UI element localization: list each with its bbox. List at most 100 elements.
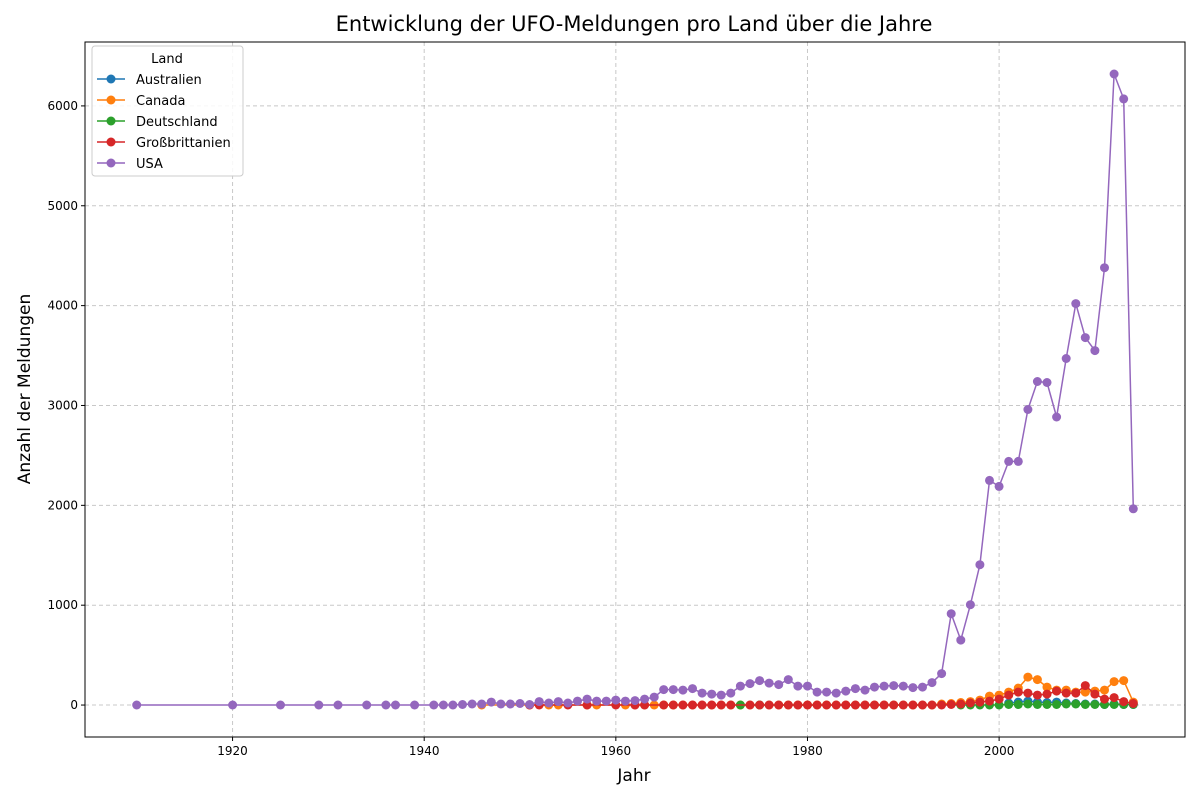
data-point-usa — [333, 700, 343, 710]
data-point-usa — [228, 700, 238, 710]
legend-box — [91, 45, 244, 177]
legend-label: USA — [136, 157, 163, 172]
data-point-gro-brittanien — [1061, 688, 1071, 698]
data-point-usa — [362, 700, 372, 710]
data-point-usa — [697, 688, 707, 698]
data-point-gro-brittanien — [774, 700, 784, 710]
data-point-gro-brittanien — [659, 700, 669, 710]
data-point-gro-brittanien — [927, 700, 937, 710]
legend-item-australien: Australien — [97, 73, 202, 88]
data-point-gro-brittanien — [697, 700, 707, 710]
legend-item-deutschland: Deutschland — [97, 115, 218, 130]
chart-title: Entwicklung der UFO-Meldungen pro Land ü… — [336, 12, 933, 36]
data-point-gro-brittanien — [860, 700, 870, 710]
data-point-usa — [1090, 346, 1100, 356]
data-point-usa — [1013, 456, 1023, 466]
data-point-deutschland — [1061, 699, 1071, 709]
data-point-usa — [630, 696, 640, 706]
data-point-gro-brittanien — [668, 700, 678, 710]
legend-item-canada: Canada — [97, 94, 185, 109]
data-point-usa — [956, 635, 966, 645]
data-point-usa — [438, 700, 448, 710]
data-point-gro-brittanien — [707, 700, 717, 710]
data-point-usa — [1052, 412, 1062, 422]
data-point-gro-brittanien — [783, 700, 793, 710]
data-point-gro-brittanien — [726, 700, 736, 710]
data-point-gro-brittanien — [850, 700, 860, 710]
data-point-deutschland — [1042, 700, 1052, 709]
series-gro-brittanien — [525, 681, 1138, 710]
data-point-canada — [1100, 685, 1109, 695]
data-point-usa — [870, 682, 879, 692]
data-point-usa — [985, 475, 994, 485]
data-point-usa — [1119, 94, 1129, 104]
data-point-usa — [726, 688, 736, 698]
data-point-usa — [879, 681, 889, 691]
data-point-usa — [534, 697, 544, 707]
legend-marker — [106, 137, 116, 147]
data-point-usa — [314, 700, 324, 710]
data-point-usa — [764, 678, 774, 688]
data-point-canada — [1080, 687, 1090, 697]
data-point-usa — [735, 681, 745, 691]
data-point-usa — [486, 697, 496, 707]
legend-title: Land — [151, 52, 183, 67]
data-point-usa — [860, 685, 870, 695]
data-point-deutschland — [1023, 699, 1033, 709]
data-point-usa — [783, 675, 793, 685]
y-tick-label: 5000 — [47, 199, 78, 213]
data-point-usa — [1023, 405, 1033, 414]
data-point-usa — [745, 679, 755, 689]
data-point-canada — [1032, 675, 1042, 685]
data-point-usa — [716, 690, 726, 700]
data-point-usa — [659, 685, 669, 695]
data-point-gro-brittanien — [889, 700, 899, 710]
data-point-deutschland — [1071, 699, 1081, 709]
data-point-usa — [668, 685, 678, 695]
legend-items: Australien Canada Deutschland Großbrittanie… — [97, 73, 231, 172]
axis-ticks: 1920 1940 1960 1980 2000 0 1000 2000 3000 4000 500… — [47, 99, 1014, 758]
data-point-usa — [515, 699, 525, 708]
data-point-usa — [994, 481, 1004, 491]
data-point-usa — [601, 696, 611, 706]
data-point-usa — [755, 676, 765, 686]
data-point-usa — [1109, 69, 1119, 79]
data-point-usa — [927, 678, 937, 688]
data-point-gro-brittanien — [688, 700, 697, 710]
data-point-usa — [458, 700, 467, 709]
x-tick-label: 1920 — [217, 744, 248, 758]
data-point-usa — [592, 696, 602, 706]
data-point-gro-brittanien — [1071, 688, 1081, 698]
data-point-usa — [688, 684, 697, 694]
data-point-gro-brittanien — [841, 700, 851, 710]
data-point-canada — [1119, 676, 1129, 686]
data-point-usa — [707, 689, 717, 699]
data-point-canada — [1023, 672, 1033, 682]
y-tick-label: 1000 — [47, 598, 78, 612]
data-point-usa — [975, 560, 985, 570]
data-point-gro-brittanien — [879, 700, 889, 710]
legend-item-usa: USA — [97, 157, 163, 172]
data-point-gro-brittanien — [1042, 689, 1052, 699]
legend-item-gro-brittanien: Großbrittanien — [97, 136, 231, 151]
data-point-gro-brittanien — [1052, 686, 1062, 696]
series-usa — [132, 69, 1138, 710]
data-point-gro-brittanien — [764, 700, 774, 710]
data-point-gro-brittanien — [793, 700, 803, 710]
data-point-gro-brittanien — [1119, 697, 1129, 707]
x-tick-label: 2000 — [984, 744, 1015, 758]
y-tick-label: 6000 — [47, 99, 78, 113]
data-point-usa — [946, 609, 956, 619]
data-point-gro-brittanien — [975, 697, 985, 707]
x-tick-label: 1980 — [792, 744, 823, 758]
data-point-gro-brittanien — [937, 700, 947, 710]
data-point-usa — [276, 700, 285, 710]
data-point-gro-brittanien — [1109, 693, 1119, 703]
data-point-usa — [908, 683, 918, 693]
data-point-usa — [841, 686, 851, 696]
data-point-deutschland — [1052, 700, 1062, 709]
x-tick-label: 1960 — [601, 744, 632, 758]
data-point-deutschland — [1004, 700, 1014, 709]
y-tick-label: 0 — [70, 698, 78, 712]
data-point-gro-brittanien — [908, 700, 918, 710]
